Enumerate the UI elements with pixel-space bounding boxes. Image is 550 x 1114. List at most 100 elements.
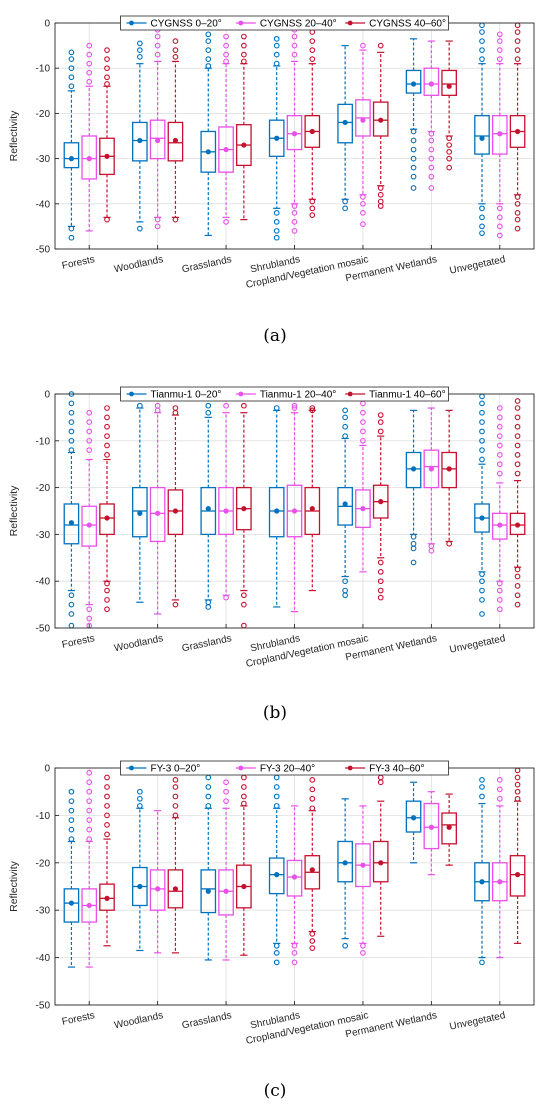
box-2-3: [218, 33, 234, 225]
box-iqr: [149, 486, 166, 543]
outlier: [514, 442, 521, 449]
outlier: [68, 622, 75, 629]
outlier: [479, 38, 485, 44]
outlier: [342, 578, 348, 585]
series-2: [81, 767, 508, 968]
outlier: [86, 606, 93, 613]
box-mean: [497, 522, 503, 528]
box-3-3: [236, 402, 252, 629]
outlier: [172, 405, 179, 411]
outlier: [68, 611, 75, 617]
outlier: [309, 38, 316, 44]
outlier: [104, 65, 110, 72]
box-iqr: [81, 505, 98, 547]
outlier: [86, 769, 93, 776]
box-mean: [172, 137, 179, 144]
outlier: [514, 56, 521, 63]
box-mean: [172, 886, 179, 892]
outlier: [241, 800, 247, 807]
outlier: [514, 767, 521, 774]
box-3-5: [372, 412, 389, 601]
outlier: [446, 142, 452, 148]
box-iqr: [491, 512, 508, 540]
box-iqr: [63, 888, 80, 923]
outlier: [104, 423, 110, 430]
outlier: [154, 42, 161, 49]
outlier: [342, 592, 348, 599]
box-3-2: [167, 405, 184, 608]
legend-swatch-marker: [129, 765, 134, 771]
y-tick-label: -30: [36, 154, 51, 165]
outlier: [446, 155, 452, 162]
box-iqr: [509, 855, 526, 897]
box-mean: [68, 156, 75, 162]
outlier: [496, 414, 503, 421]
box-2-2: [149, 402, 166, 615]
legend-swatch-marker: [347, 391, 353, 397]
box-1-1: [63, 788, 80, 968]
outlier: [479, 223, 485, 230]
series-3: [99, 398, 526, 629]
outlier: [342, 433, 348, 439]
outlier: [479, 587, 485, 594]
outlier: [241, 622, 247, 629]
box-mean: [428, 824, 434, 830]
box-mean: [342, 860, 348, 866]
legend-swatch-marker: [129, 20, 134, 26]
box-mean: [223, 146, 229, 153]
outlier: [154, 216, 161, 223]
box-mean: [378, 499, 384, 505]
box-iqr: [474, 115, 490, 155]
box-mean: [360, 117, 366, 123]
outlier: [479, 447, 485, 454]
series-1: [63, 22, 490, 241]
outlier: [309, 198, 316, 205]
outlier: [360, 428, 366, 435]
outlier: [154, 51, 161, 58]
outlier: [496, 587, 503, 594]
outlier: [137, 788, 143, 795]
outlier: [137, 795, 143, 802]
outlier: [68, 601, 75, 608]
outlier: [479, 597, 485, 603]
outlier: [104, 597, 110, 603]
outlier: [172, 216, 179, 223]
outlier: [514, 433, 521, 439]
legend-entry: Tianmu-1 40–60°: [369, 390, 445, 401]
box-iqr: [99, 503, 115, 536]
box-3-1: [99, 774, 115, 947]
outlier: [241, 592, 247, 599]
outlier: [86, 69, 93, 76]
box-1-6: [405, 38, 422, 191]
outlier: [342, 414, 348, 421]
box-mean: [137, 510, 143, 516]
outlier: [377, 559, 384, 566]
box-mean: [172, 508, 179, 514]
box-mean: [241, 883, 247, 890]
outlier: [205, 63, 212, 69]
box-iqr: [167, 869, 184, 909]
outlier: [68, 788, 75, 795]
outlier: [241, 51, 247, 58]
outlier: [291, 942, 298, 949]
outlier: [496, 205, 503, 212]
box-2-1: [81, 409, 98, 629]
box-1-2: [132, 788, 148, 952]
box-3-4: [304, 776, 321, 951]
y-tick-label: -30: [36, 530, 51, 541]
outlier: [68, 400, 75, 407]
outlier: [104, 822, 110, 828]
legend-entry: FY-3 0–20°: [151, 764, 201, 775]
box-mean: [291, 131, 298, 137]
outlier: [68, 798, 75, 805]
outlier: [514, 583, 521, 589]
box-mean: [205, 149, 211, 155]
legend-box: [120, 760, 449, 776]
outlier: [172, 47, 179, 53]
outlier: [514, 788, 521, 795]
outlier: [291, 950, 298, 956]
outlier: [496, 786, 503, 793]
box-mean: [360, 862, 366, 868]
box-1-7: [474, 22, 490, 237]
outlier: [291, 42, 298, 49]
